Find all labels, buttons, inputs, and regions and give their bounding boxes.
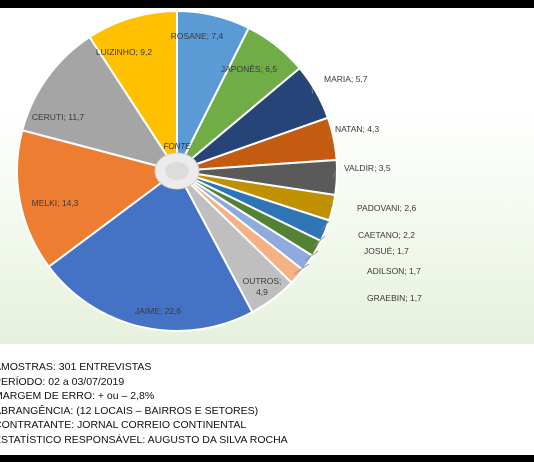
slice-label: CAETANO; 2,2 <box>358 230 415 240</box>
pie-slice <box>21 35 180 173</box>
slice-label: CERUTI; 11,7 <box>32 112 85 122</box>
chart-area: ROSANE; 7,4 JAPONÊS; 6,5 MARIA; 5,7 NATAN; … <box>0 8 534 344</box>
footer-line-statistician: ESTATÍSTICO RESPONSÁVEL: AUGUSTO DA SILV… <box>0 433 288 446</box>
slice-label: ROSANE; 7,4 <box>171 31 224 41</box>
leader-line <box>294 263 310 275</box>
slice-label: MELKI; 14,3 <box>32 198 79 208</box>
slice-label: NATAN; 4,3 <box>335 124 379 134</box>
center-text: FONTE <box>163 142 191 151</box>
leader-line <box>313 235 326 247</box>
footer-line-period: PERÍODO: 02 a 03/07/2019 <box>0 375 125 388</box>
leader-line <box>311 87 313 94</box>
leader-line <box>332 170 337 178</box>
slice-label: MARIA; 5,7 <box>324 74 368 84</box>
slice-label: OUTROS; 4,9 <box>243 276 282 297</box>
footer-line-margin: MARGEM DE ERRO: + ou – 2,8% <box>0 390 155 403</box>
slice-label: JAPONÊS; 6,5 <box>221 64 277 74</box>
footer-line-coverage: ABRANGÊNCIA: (12 LOCAIS – BAIRROS E SETO… <box>0 404 259 417</box>
slice-label: GRAEBIN; 1,7 <box>367 293 422 303</box>
slice-label: ADILSON; 1,7 <box>367 266 421 276</box>
footer-line-sample: AMOSTRAS: 301 ENTREVISTAS <box>0 361 152 373</box>
slice-label: JAIME; 22,6 <box>135 306 182 316</box>
chart-panel: ROSANE; 7,4 JAPONÊS; 6,5 MARIA; 5,7 NATAN; … <box>0 8 534 455</box>
slice-label: VALDIR; 3,5 <box>344 163 391 173</box>
pie-slice <box>16 129 180 269</box>
slice-label: PADOVANI; 2,6 <box>357 203 416 213</box>
center-logo-inner <box>165 162 189 180</box>
pie-slice <box>88 9 178 175</box>
leader-line <box>304 250 319 262</box>
leader-line <box>321 220 330 230</box>
footer-line-contractor: CONTRATANTE: JORNAL CORREIO CONTINENTAL <box>0 419 247 432</box>
pie-slice <box>47 169 254 332</box>
leader-line <box>328 204 334 208</box>
slice-label: JOSUÉ; 1,7 <box>364 246 409 256</box>
survey-info: AMOSTRAS: 301 ENTREVISTAS PERÍODO: 02 a … <box>0 360 534 448</box>
pie-chart: ROSANE; 7,4 JAPONÊS; 6,5 MARIA; 5,7 NATAN; … <box>16 9 422 332</box>
slice-label: LUIZINHO; 9,2 <box>96 47 152 57</box>
